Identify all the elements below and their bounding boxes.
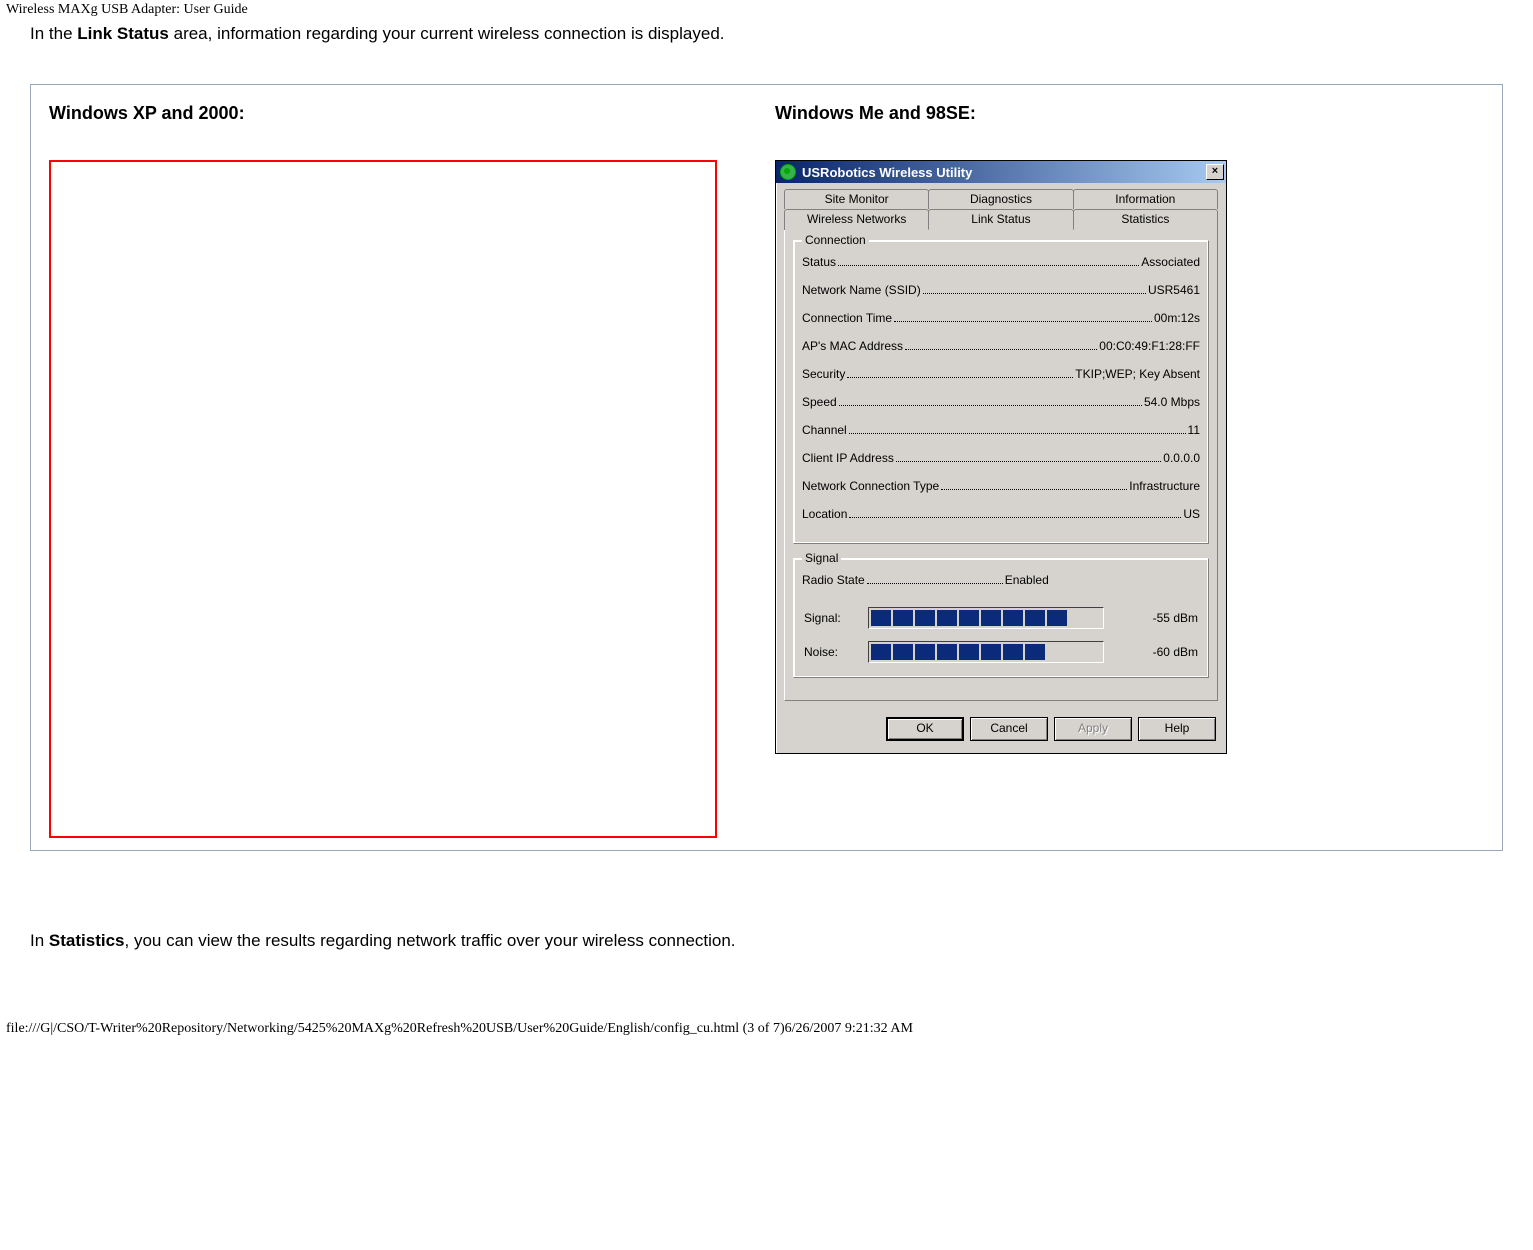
radio-state-value: Enabled	[1005, 573, 1049, 587]
group-signal-legend: Signal	[802, 551, 841, 565]
connection-label: AP's MAC Address	[802, 339, 903, 353]
xp-screenshot-placeholder	[49, 160, 717, 838]
signal-bar	[868, 607, 1104, 629]
stats-prefix: In	[30, 931, 49, 950]
connection-label: Network Name (SSID)	[802, 283, 921, 297]
connection-label: Network Connection Type	[802, 479, 939, 493]
connection-row: AP's MAC Address 00:C0:49:F1:28:FF	[802, 339, 1200, 353]
comparison-panel: Windows XP and 2000: Windows Me and 98SE…	[30, 84, 1503, 851]
cancel-button[interactable]: Cancel	[970, 717, 1048, 741]
tab-link-status[interactable]: Link Status	[928, 209, 1073, 230]
connection-value: USR5461	[1148, 283, 1200, 297]
connection-label: Connection Time	[802, 311, 892, 325]
ok-button[interactable]: OK	[886, 717, 964, 741]
intro-paragraph: In the Link Status area, information reg…	[30, 24, 1503, 44]
intro-suffix: area, information regarding your current…	[169, 24, 725, 43]
connection-row: Security TKIP;WEP; Key Absent	[802, 367, 1200, 381]
connection-label: Speed	[802, 395, 837, 409]
group-connection: Connection StatusAssociatedNetwork Name …	[793, 240, 1209, 544]
connection-row: Connection Time 00m:12s	[802, 311, 1200, 325]
connection-value: 00:C0:49:F1:28:FF	[1099, 339, 1200, 353]
connection-value: 00m:12s	[1154, 311, 1200, 325]
stats-bold: Statistics	[49, 931, 125, 950]
browser-title: Wireless MAXg USB Adapter: User Guide	[0, 0, 1533, 20]
connection-value: 11	[1188, 423, 1200, 437]
connection-value: Infrastructure	[1129, 479, 1200, 493]
connection-row: Network Connection Type Infrastructure	[802, 479, 1200, 493]
noise-bar	[868, 641, 1104, 663]
intro-bold: Link Status	[77, 24, 169, 43]
connection-value: 0.0.0.0	[1163, 451, 1200, 465]
signal-value: -55 dBm	[1143, 601, 1200, 635]
radio-state-label: Radio State	[802, 573, 865, 587]
dialog-button-row: OK Cancel Apply Help	[780, 707, 1222, 749]
signal-label: Signal:	[802, 601, 866, 635]
tabs-row-1: Site MonitorDiagnosticsInformation	[780, 189, 1222, 209]
group-connection-legend: Connection	[802, 233, 869, 247]
connection-label: Status	[802, 255, 836, 269]
group-signal: Signal Radio State Enabled Signal:	[793, 558, 1209, 678]
tab-statistics[interactable]: Statistics	[1073, 209, 1218, 230]
apply-button[interactable]: Apply	[1054, 717, 1132, 741]
connection-row: Client IP Address 0.0.0.0	[802, 451, 1200, 465]
dialog-title: USRobotics Wireless Utility	[802, 165, 1206, 180]
connection-label: Channel	[802, 423, 847, 437]
app-icon	[780, 164, 796, 180]
connection-row: Speed 54.0 Mbps	[802, 395, 1200, 409]
close-button[interactable]: ×	[1206, 164, 1224, 180]
stats-paragraph: In Statistics, you can view the results …	[30, 931, 1503, 951]
tabs-row-2: Wireless NetworksLink StatusStatistics	[780, 209, 1222, 230]
tab-diagnostics[interactable]: Diagnostics	[928, 189, 1073, 209]
heading-me98: Windows Me and 98SE:	[775, 103, 1227, 124]
noise-value: -60 dBm	[1143, 635, 1200, 669]
intro-prefix: In the	[30, 24, 77, 43]
help-button[interactable]: Help	[1138, 717, 1216, 741]
connection-label: Security	[802, 367, 845, 381]
footer-file-path: file:///G|/CSO/T-Writer%20Repository/Net…	[0, 991, 1533, 1043]
connection-label: Client IP Address	[802, 451, 894, 465]
tab-panel-link-status: Connection Status Associated Network Name …	[784, 229, 1218, 701]
tab-site-monitor[interactable]: Site Monitor	[784, 189, 929, 209]
connection-value: TKIP;WEP; Key Absent	[1075, 367, 1200, 381]
connection-row: Network Name (SSID) USR5461	[802, 283, 1200, 297]
connection-label: Location	[802, 507, 847, 521]
connection-value: Associated	[1141, 255, 1200, 269]
wireless-utility-dialog: USRobotics Wireless Utility × Site Monit…	[775, 160, 1227, 754]
connection-row: Status Associated	[802, 255, 1200, 269]
connection-row: Location US	[802, 507, 1200, 521]
heading-xp: Windows XP and 2000:	[49, 103, 749, 124]
stats-suffix: , you can view the results regarding net…	[125, 931, 736, 950]
tab-information[interactable]: Information	[1073, 189, 1218, 209]
connection-row: Channel 11	[802, 423, 1200, 437]
connection-value: US	[1183, 507, 1200, 521]
dialog-titlebar[interactable]: USRobotics Wireless Utility ×	[776, 161, 1226, 183]
connection-value: 54.0 Mbps	[1144, 395, 1200, 409]
tab-wireless-networks[interactable]: Wireless Networks	[784, 209, 929, 230]
noise-label: Noise:	[802, 635, 866, 669]
